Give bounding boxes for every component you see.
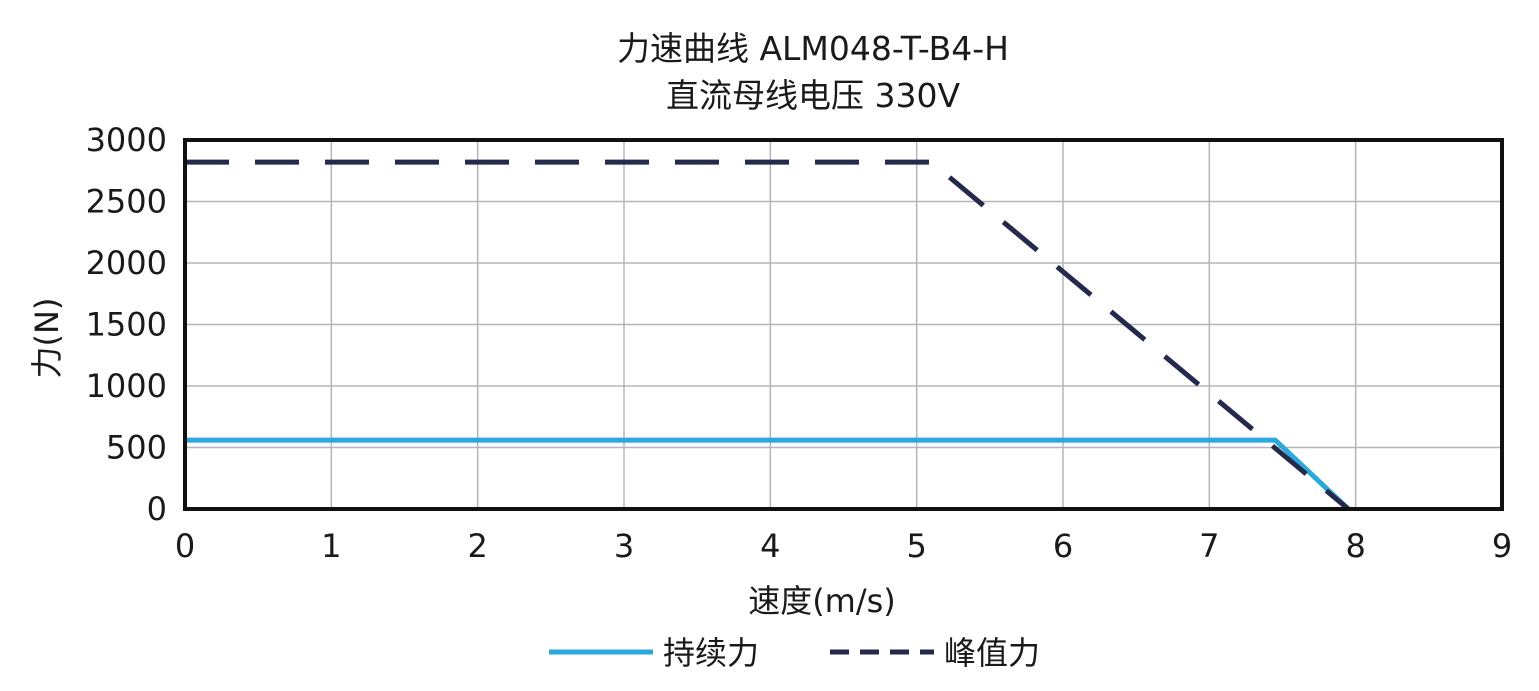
- x-tick-label: 6: [1053, 527, 1073, 565]
- y-tick-label: 1500: [86, 306, 167, 344]
- x-tick-label: 4: [760, 527, 780, 565]
- x-tick-label: 9: [1492, 527, 1512, 565]
- y-tick-label: 2000: [86, 244, 167, 282]
- y-tick-label: 1000: [86, 367, 167, 405]
- y-tick-label: 2500: [86, 183, 167, 221]
- x-axis-label: 速度(m/s): [748, 582, 896, 620]
- series-lines: [185, 159, 1351, 511]
- legend: 持续力 峰值力: [549, 634, 1040, 672]
- plot-frame: [183, 138, 1504, 511]
- y-tick-label: 500: [106, 429, 167, 467]
- continuous-force-line: [185, 437, 1351, 511]
- x-tick-label: 3: [614, 527, 634, 565]
- x-tick-label: 7: [1199, 527, 1219, 565]
- y-axis-label: 力(N): [28, 298, 66, 379]
- x-tick-label: 0: [175, 527, 195, 565]
- x-tick-label: 1: [321, 527, 341, 565]
- legend-label-continuous: 持续力: [663, 634, 759, 672]
- x-tick-label: 5: [906, 527, 926, 565]
- legend-label-peak: 峰值力: [944, 634, 1040, 672]
- x-tick-label: 8: [1345, 527, 1365, 565]
- y-tick-labels: 3000 2500 2000 1500 1000 500 0: [86, 121, 167, 528]
- chart-title: 力速曲线 ALM048-T-B4-H: [617, 29, 1009, 68]
- grid-lines: [184, 139, 1503, 510]
- y-tick-label: 3000: [86, 121, 167, 159]
- x-tick-label: 2: [467, 527, 487, 565]
- peak-force-line: [185, 159, 1350, 511]
- x-tick-labels: 0 1 2 3 4 5 6 7 8 9: [175, 527, 1512, 565]
- chart-subtitle: 直流母线电压 330V: [666, 76, 960, 115]
- y-tick-label: 0: [147, 490, 167, 528]
